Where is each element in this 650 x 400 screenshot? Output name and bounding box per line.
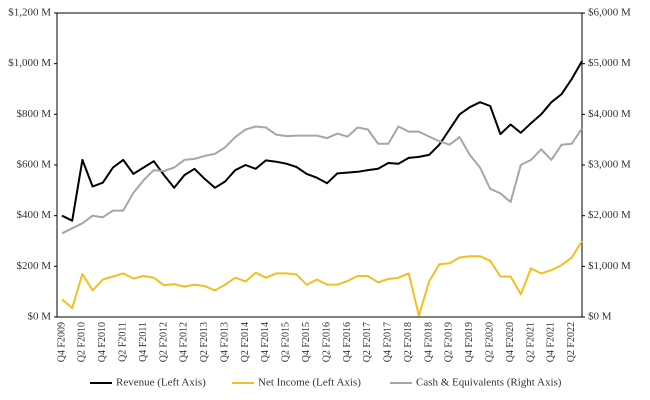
x-tick-label: Q4 F2016 (342, 322, 353, 362)
y2-tick-label: $1,000 M (588, 260, 631, 272)
y-tick-label: $0 M (27, 311, 51, 323)
x-tick-label: Q2 F2010 (77, 322, 88, 362)
y-tick-label: $1,200 M (8, 7, 51, 19)
x-tick-label: Q4 F2018 (423, 322, 434, 362)
x-tick-label: Q2 F2017 (362, 322, 373, 362)
y-tick-label: $800 M (16, 108, 51, 120)
x-tick-label: Q2 F2018 (403, 322, 414, 362)
x-tick-label: Q2 F2011 (117, 322, 128, 362)
y2-tick-label: $5,000 M (588, 57, 631, 69)
series-line (61, 60, 583, 222)
y-tick-label: $600 M (16, 159, 51, 171)
y-tick-label: $1,000 M (8, 57, 51, 69)
plot-frame (56, 12, 583, 318)
y-tick-label: $200 M (16, 260, 51, 272)
x-tick-label: Q2 F2015 (281, 322, 292, 362)
x-tick-label: Q4 F2013 (219, 322, 230, 362)
x-tick-label: Q2 F2019 (444, 322, 455, 362)
x-tick-label: Q2 F2012 (158, 322, 169, 362)
x-tick-label: Q4 F2012 (179, 322, 190, 362)
x-tick-label: Q4 F2020 (505, 322, 516, 362)
x-tick-label: Q2 F2022 (566, 322, 577, 362)
y2-tick-label: $0 M (588, 311, 612, 323)
x-tick-label: Q2 F2020 (485, 322, 496, 362)
x-tick-label: Q4 F2021 (546, 322, 557, 362)
x-tick-label: Q4 F2011 (138, 322, 149, 362)
x-tick-label: Q2 F2014 (240, 322, 251, 362)
x-tick-label: Q2 F2021 (525, 322, 536, 362)
x-tick-label: Q4 F2019 (464, 322, 475, 362)
y2-tick-label: $6,000 M (588, 7, 631, 19)
x-tick-label: Q4 F2009 (56, 322, 67, 362)
x-tick-label: Q4 F2014 (260, 322, 271, 362)
y2-tick-label: $3,000 M (588, 159, 631, 171)
x-tick-label: Q4 F2017 (383, 322, 394, 362)
x-tick-label: Q2 F2016 (321, 322, 332, 362)
y2-tick-label: $4,000 M (588, 108, 631, 120)
series-line (61, 125, 583, 235)
x-tick-label: Q4 F2015 (301, 322, 312, 362)
legend-label: Revenue (Left Axis) (116, 377, 206, 389)
y-tick-label: $400 M (16, 209, 51, 221)
series-line (61, 240, 583, 317)
legend-label: Net Income (Left Axis) (258, 377, 361, 389)
y2-tick-label: $2,000 M (588, 209, 631, 221)
x-tick-label: Q4 F2010 (97, 322, 108, 362)
legend-label: Cash & Equivalents (Right Axis) (416, 377, 562, 389)
x-tick-label: Q2 F2013 (199, 322, 210, 362)
